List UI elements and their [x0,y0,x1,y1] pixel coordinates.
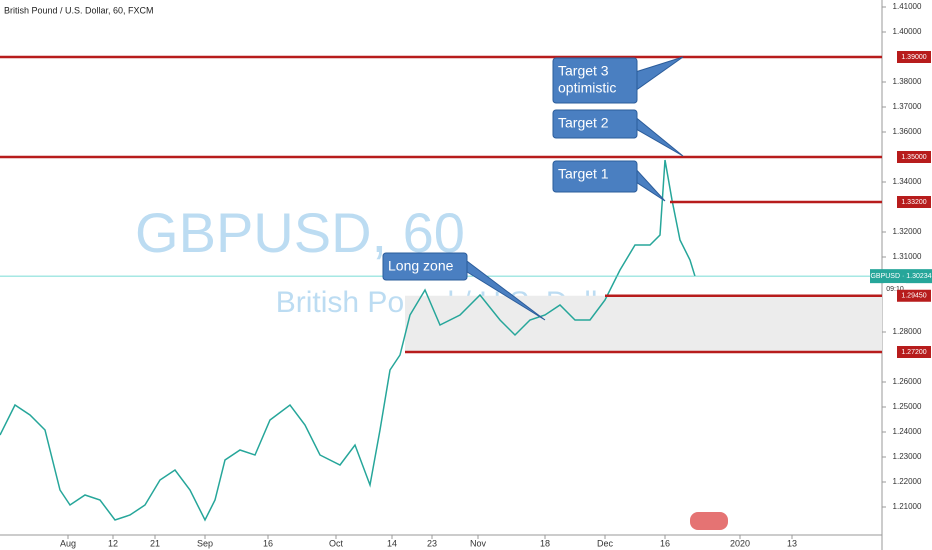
y-tick-label: 1.38000 [893,77,922,86]
long-zone [405,295,882,352]
callout-box [552,109,638,139]
level-box [897,346,931,358]
x-tick-label: Aug [60,538,76,548]
x-tick-label: 12 [108,538,118,548]
y-tick-label: 1.41000 [893,2,922,11]
callout: Long zone [382,252,546,321]
y-tick-label: 1.31000 [893,252,922,261]
x-tick-label: 16 [263,538,273,548]
current-price-box [870,269,932,284]
countdown-box [884,283,906,295]
level-box [897,196,931,208]
price-line [0,159,696,522]
y-tick-label: 1.23000 [893,452,922,461]
level-label: 1.39000 [901,54,926,61]
callout-text: Target 1 [558,166,609,182]
x-tick-label: 2020 [730,538,750,548]
callout-text: optimistic [558,80,616,96]
x-tick-label: Oct [329,538,344,548]
y-tick-label: 1.26000 [893,377,922,386]
x-tick-label: 23 [427,538,437,548]
y-tick-label: 1.40000 [893,27,922,36]
current-price-label: GBPUSD · 1.30234 [870,273,931,280]
y-tick-label: 1.32000 [893,227,922,236]
y-tick-label: 1.37000 [893,102,922,111]
y-tick-label: 1.22000 [893,477,922,486]
x-tick-label: Nov [470,538,487,548]
level-label: 1.29450 [901,293,926,300]
level-label: 1.35000 [901,154,926,161]
x-tick-label: 21 [150,538,160,548]
callout-box [552,160,638,193]
header: British Pound / U.S. Dollar, 60, FXCM [4,5,154,15]
callout-text: Target 3 [558,63,609,79]
y-tick-label: 1.36000 [893,127,922,136]
logo [690,512,728,530]
callout-text: Target 2 [558,115,609,131]
y-tick-label: 1.24000 [893,427,922,436]
y-tick-label: 1.25000 [893,402,922,411]
level-label: 1.27200 [901,349,926,356]
x-tick-label: 13 [787,538,797,548]
y-tick-label: 1.21000 [893,502,922,511]
level-box [897,151,931,163]
x-tick-label: 18 [540,538,550,548]
callout-box [382,252,468,281]
y-tick-label: 1.34000 [893,177,922,186]
level-label: 1.33200 [901,199,926,206]
x-tick-label: 16 [660,538,670,548]
y-tick-label: 1.28000 [893,327,922,336]
callout-text: Long zone [388,258,454,274]
callout-box [552,57,638,104]
countdown: 09:10 [886,286,904,293]
x-tick-label: 14 [387,538,397,548]
x-tick-label: Sep [197,538,213,548]
callout: Target 2 [552,109,684,157]
level-box [897,51,931,63]
x-tick-label: Dec [597,538,614,548]
level-box [897,289,931,302]
callout: Target 1 [552,160,666,202]
